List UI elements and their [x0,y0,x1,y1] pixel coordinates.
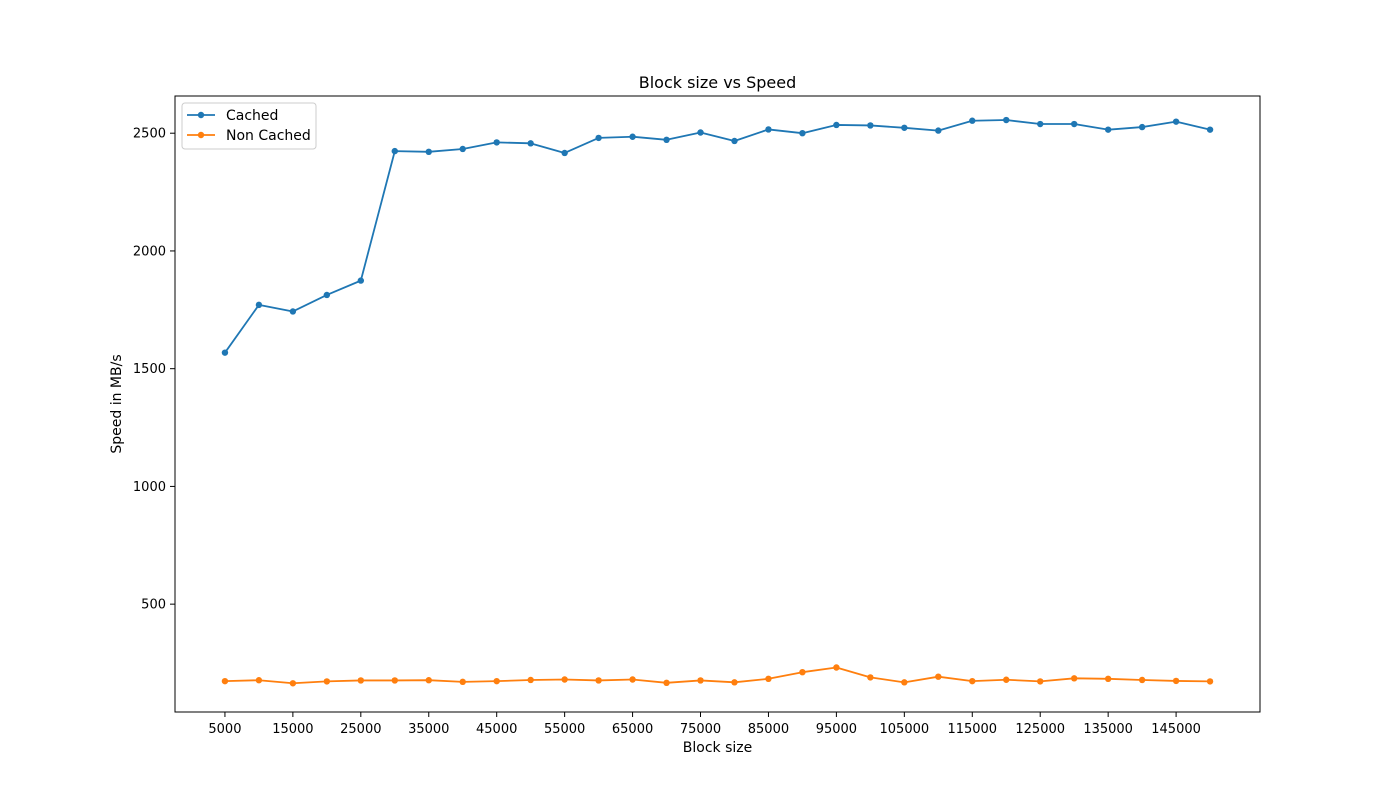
data-point-non-cached [289,680,297,687]
x-tick-label: 55000 [544,722,585,737]
data-point-non-cached [221,677,229,685]
data-point-non-cached [629,676,636,683]
data-point-cached [901,124,908,131]
data-point-cached [1138,123,1146,131]
series-line-non-cached [224,666,1211,685]
x-axis-ticks: 5000 15000 25000 35000 45000 55000 65000 75000 8… [208,712,1201,737]
data-point-non-cached [425,677,432,684]
data-point-non-cached [527,676,534,684]
data-point-non-cached [255,677,263,684]
data-point-non-cached [1037,678,1044,685]
x-tick-label: 35000 [408,722,449,737]
x-tick-label: 115000 [947,722,997,737]
data-point-non-cached [357,677,365,684]
legend-label-non-cached: Non Cached [226,128,311,144]
data-point-non-cached [1172,677,1180,685]
x-tick-label: 85000 [748,722,789,737]
data-point-cached [663,136,670,143]
data-point-non-cached [969,677,976,685]
data-point-cached [391,147,398,155]
data-point-cached [1206,126,1214,133]
y-axis-ticks: 500 1000 1500 2000 2500 [133,127,175,613]
data-point-non-cached [663,679,670,686]
data-point-non-cached [1104,675,1112,682]
data-point-non-cached [867,674,874,681]
x-tick-label: 65000 [612,722,653,737]
y-tick-label: 2500 [133,127,166,142]
data-point-cached [935,127,942,134]
data-point-cached [323,291,331,299]
data-point-non-cached [1138,676,1146,684]
legend-label-cached: Cached [226,108,278,124]
data-point-cached [765,126,772,133]
y-tick-label: 1500 [133,362,166,377]
data-point-cached [289,308,297,315]
x-tick-label: 105000 [880,722,930,737]
legend: Cached Non Cached [181,102,317,150]
data-point-cached [527,140,534,147]
y-tick-label: 1000 [133,480,166,495]
data-point-cached [969,117,976,124]
y-tick-label: 2000 [133,244,166,259]
data-point-cached [1037,120,1044,128]
data-point-cached [425,148,432,156]
x-tick-label: 135000 [1083,722,1133,737]
data-point-cached [1070,120,1078,128]
plot-area [174,95,1261,713]
legend-box [181,102,317,150]
y-axis-title: Speed in MB/s [109,354,125,453]
data-point-cached [561,149,568,157]
data-point-non-cached [1070,675,1078,682]
data-point-non-cached [323,678,331,685]
x-tick-label: 15000 [272,722,313,737]
data-point-cached [799,130,806,137]
data-point-cached [833,121,840,129]
x-tick-label: 25000 [340,722,381,737]
x-tick-label: 45000 [476,722,517,737]
series-line-cached [224,119,1211,354]
data-point-cached [493,139,500,146]
data-point-non-cached [799,669,806,676]
data-point-non-cached [697,677,704,684]
data-point-non-cached [1206,678,1214,685]
data-point-cached [255,301,263,309]
data-point-cached [867,122,874,129]
data-point-non-cached [493,677,500,685]
chart-title: Block size vs Speed [639,73,797,92]
legend-marker-non-cached [197,131,205,139]
data-point-cached [221,349,229,356]
series-cached [221,116,1214,356]
data-point-cached [1172,118,1180,125]
series-layer [221,116,1214,687]
data-point-non-cached [561,676,568,683]
data-point-non-cached [935,673,942,680]
x-tick-label: 125000 [1015,722,1065,737]
legend-marker-cached [197,111,205,119]
data-point-non-cached [391,677,398,684]
data-point-cached [629,133,636,140]
x-tick-label: 5000 [208,722,241,737]
data-point-non-cached [731,679,738,686]
data-point-cached [731,137,738,145]
data-point-non-cached [595,677,602,684]
x-tick-label: 95000 [816,722,857,737]
data-point-cached [1104,126,1112,133]
data-point-non-cached [833,664,840,671]
data-point-cached [459,145,466,153]
data-point-non-cached [1003,676,1010,683]
data-point-cached [1003,116,1010,124]
data-point-cached [357,277,365,284]
x-tick-label: 75000 [680,722,721,737]
data-point-non-cached [459,678,466,686]
data-point-non-cached [901,679,908,686]
series-non-cached [221,664,1214,687]
x-axis-title: Block size [683,740,752,756]
x-tick-label: 145000 [1151,722,1201,737]
y-tick-label: 500 [141,598,166,613]
data-point-non-cached [765,675,772,682]
data-point-cached [595,134,602,142]
data-point-cached [697,129,704,136]
